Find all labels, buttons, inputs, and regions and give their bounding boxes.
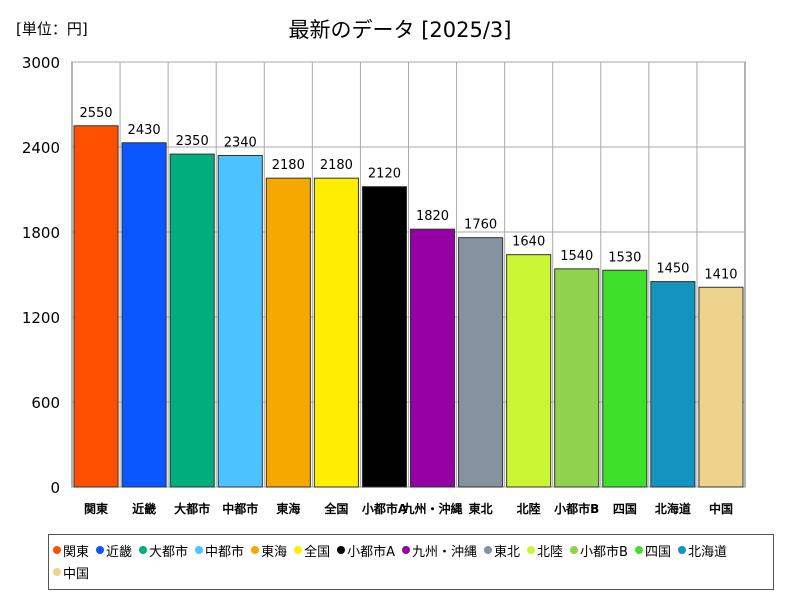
x-tick-label: 関東 xyxy=(84,501,108,516)
legend-label: 関東 xyxy=(63,544,90,560)
value-label: 1410 xyxy=(704,267,737,282)
x-tick-label: 大都市 xyxy=(174,501,210,516)
legend-item: 東海 xyxy=(251,539,287,561)
legend-label: 四国 xyxy=(644,544,671,560)
legend-label: 北海道 xyxy=(687,544,727,560)
y-tick-label: 1800 xyxy=(22,224,60,242)
y-tick-label: 0 xyxy=(50,479,60,497)
legend-item: 近畿 xyxy=(96,539,132,561)
legend-label: 全国 xyxy=(304,544,331,560)
bar-9 xyxy=(458,237,504,488)
legend-swatch xyxy=(527,546,536,554)
bar-6 xyxy=(313,177,359,488)
y-tick-labels: 0 600 1200 1800 2400 3000 xyxy=(22,54,60,497)
legend-item: 大都市 xyxy=(139,539,188,561)
x-tick-label: 東北 xyxy=(469,501,493,516)
legend-item: 全国 xyxy=(294,539,330,561)
legend-swatch xyxy=(96,546,105,554)
bar-3 xyxy=(169,153,215,488)
value-label: 1760 xyxy=(464,218,497,233)
legend-label: 近畿 xyxy=(106,544,133,560)
legend-label: 大都市 xyxy=(149,544,189,560)
legend-label: 小都市A xyxy=(347,544,395,560)
bars xyxy=(73,125,744,488)
legend-label: 中都市 xyxy=(205,544,245,560)
bar-4 xyxy=(217,155,263,488)
legend-item: 小都市B xyxy=(570,539,628,561)
legend-item: 東北 xyxy=(484,539,520,561)
legend-item: 小都市A xyxy=(337,539,395,561)
unit-label: [単位：円] xyxy=(16,20,88,38)
legend-item: 北陸 xyxy=(527,539,563,561)
value-label: 2120 xyxy=(368,167,401,182)
value-label: 1450 xyxy=(656,262,689,277)
value-label: 1530 xyxy=(608,250,641,265)
value-label: 2180 xyxy=(272,158,305,173)
bar-8 xyxy=(410,228,456,488)
legend-swatch xyxy=(677,546,686,554)
legend-swatch xyxy=(402,546,410,554)
legend-label: 九州・沖縄 xyxy=(412,544,478,560)
value-label: 1540 xyxy=(560,249,593,264)
legend-item: 九州・沖縄 xyxy=(402,539,477,561)
y-tick-label: 2400 xyxy=(22,139,60,157)
bar-10 xyxy=(506,254,552,488)
legend-label: 小都市B xyxy=(580,544,628,560)
bar-1 xyxy=(73,125,119,488)
legend-swatch xyxy=(484,546,493,554)
x-tick-label: 九州・沖縄 xyxy=(402,501,463,516)
legend-swatch xyxy=(139,546,148,554)
legend-label: 東北 xyxy=(494,544,521,560)
legend-swatch xyxy=(53,568,61,576)
bar-11 xyxy=(554,268,600,488)
value-label: 1820 xyxy=(416,209,449,224)
legend-label: 中国 xyxy=(63,566,90,582)
bar-2 xyxy=(121,142,167,488)
legend-swatch xyxy=(570,546,579,554)
x-tick-label: 北海道 xyxy=(655,501,691,516)
legend-label: 北陸 xyxy=(537,544,564,560)
legend-item: 関東 xyxy=(53,539,89,561)
y-tick-label: 600 xyxy=(31,394,60,412)
bar-12 xyxy=(602,269,648,488)
bar-7 xyxy=(361,186,407,488)
x-tick-label: 中国 xyxy=(709,501,733,516)
legend-swatch xyxy=(251,546,260,554)
x-tick-label: 近畿 xyxy=(132,501,156,516)
bar-chart: 2550 2430 2350 2340 2180 2180 2120 1820 1760 1640… xyxy=(22,54,746,516)
legend-item: 中国 xyxy=(53,561,89,583)
value-label: 2350 xyxy=(176,134,209,149)
legend-item: 中都市 xyxy=(195,539,244,561)
x-tick-label: 小都市B xyxy=(554,501,599,516)
x-tick-label: 全国 xyxy=(323,501,348,516)
legend-item: 四国 xyxy=(634,539,671,561)
legend-swatch xyxy=(337,546,346,554)
legend-label: 東海 xyxy=(261,544,288,560)
value-label: 1640 xyxy=(512,235,545,250)
x-tick-label: 四国 xyxy=(613,502,637,516)
x-tick-label: 小都市A xyxy=(362,501,408,516)
bar-14 xyxy=(698,286,744,488)
y-tick-label: 3000 xyxy=(22,54,60,72)
legend-swatch xyxy=(195,546,204,554)
value-label: 2430 xyxy=(128,123,161,138)
x-tick-label: 北陸 xyxy=(517,501,541,516)
legend-item: 北海道 xyxy=(677,539,727,561)
y-tick-label: 1200 xyxy=(22,309,60,327)
chart-title: 最新のデータ [2025/3] xyxy=(288,18,512,42)
legend-swatch xyxy=(53,546,61,554)
legend-swatch xyxy=(634,546,643,554)
x-tick-label: 東海 xyxy=(276,501,300,516)
value-label: 2340 xyxy=(224,136,257,151)
legend-swatch xyxy=(294,546,303,554)
bar-13 xyxy=(650,281,696,488)
x-tick-label: 中都市 xyxy=(222,501,258,516)
value-label: 2550 xyxy=(79,106,112,121)
value-label: 2180 xyxy=(320,158,353,173)
value-labels: 2550 2430 2350 2340 2180 2180 2120 1820 1760 1640… xyxy=(79,106,737,283)
bar-5 xyxy=(265,177,311,488)
legend: 関東 近畿 大都市 中都市 東海 全国 小都市A 九州・沖縄 東北 北陸 小都市B 四国 北海道中国 xyxy=(48,534,774,590)
